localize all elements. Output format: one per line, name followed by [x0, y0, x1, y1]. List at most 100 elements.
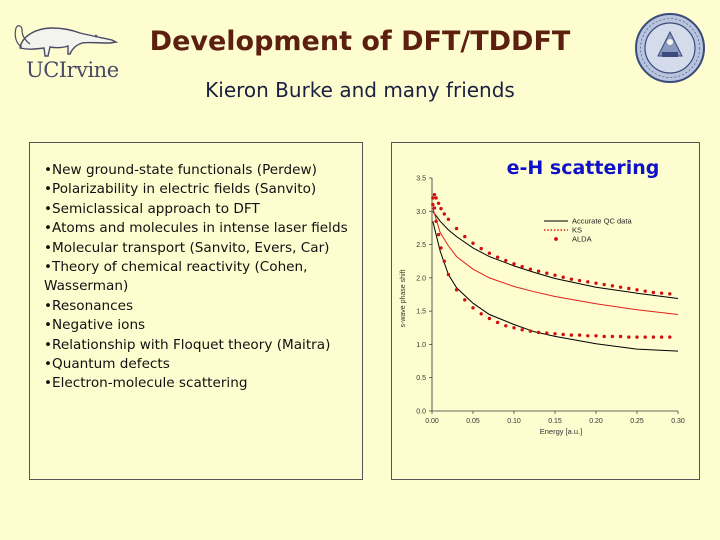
- bullet-item: •New ground-state functionals (Perdew): [44, 162, 317, 178]
- alda-data-point: [643, 335, 647, 339]
- y-axis-label: s-wave phase shift: [400, 269, 407, 327]
- y-tick-label: 3.5: [416, 176, 426, 183]
- x-tick-label: 0.25: [630, 418, 644, 425]
- alda-data-point: [495, 255, 500, 259]
- chart-title: e-H scattering: [506, 157, 660, 179]
- alda-data-point: [487, 316, 492, 321]
- alda-data-point: [586, 280, 590, 284]
- alda-data-point: [627, 286, 631, 291]
- bullet-list-panel: •New ground-state functionals (Perdew) •…: [29, 142, 363, 480]
- alda-data-point: [434, 219, 438, 223]
- alda-data-point: [668, 292, 672, 296]
- y-tick-label: 2.0: [416, 275, 426, 282]
- y-tick-label: 2.5: [416, 242, 426, 249]
- alda-data-point: [431, 196, 435, 200]
- y-tick-label: 0.0: [416, 409, 426, 416]
- alda-data-point: [434, 196, 438, 200]
- alda-data-point: [520, 264, 524, 269]
- bullet-item: •Negative ions: [44, 317, 146, 334]
- alda-data-point: [431, 202, 435, 207]
- alda-data-point: [569, 277, 574, 281]
- alda-data-point: [512, 326, 516, 330]
- alda-data-point: [594, 281, 598, 285]
- alda-data-point: [454, 288, 459, 292]
- accurate-series-line: [432, 221, 679, 352]
- y-tick-label: 3.0: [416, 209, 426, 216]
- alda-data-point: [528, 329, 533, 333]
- alda-data-point: [561, 332, 565, 337]
- alda-data-point: [577, 278, 582, 283]
- bullet-item: •Quantum defects: [44, 356, 170, 373]
- alda-data-point: [594, 334, 598, 338]
- anteater-icon: [14, 25, 119, 57]
- bullet-item: •Electron-molecule scattering: [44, 375, 248, 392]
- alda-data-point: [545, 331, 549, 335]
- alda-data-point: [436, 201, 441, 205]
- alda-data-point: [432, 192, 437, 197]
- alda-data-point: [520, 328, 524, 332]
- alda-data-point: [536, 269, 541, 273]
- alda-data-point: [504, 258, 508, 263]
- alda-data-point: [569, 333, 574, 337]
- alda-data-point: [610, 284, 615, 288]
- alda-data-point: [561, 275, 565, 279]
- alda-data-point: [651, 290, 656, 295]
- x-tick-label: 0.10: [507, 418, 521, 425]
- alda-data-point: [618, 334, 623, 339]
- alda-data-point: [545, 271, 549, 275]
- alda-data-point: [495, 320, 500, 325]
- alda-data-point: [528, 267, 533, 271]
- bullet-item: •Atoms and molecules in intense laser fi…: [44, 220, 348, 237]
- bullet-item: •Resonances: [44, 297, 134, 314]
- alda-data-point: [627, 335, 631, 339]
- legend-label: KS: [572, 226, 582, 235]
- alda-data-point: [479, 312, 483, 316]
- alda-data-point: [487, 251, 492, 255]
- alda-data-point: [439, 246, 443, 250]
- alda-data-point: [553, 273, 557, 277]
- x-tick-label: 0.00: [425, 418, 439, 425]
- alda-data-point: [610, 334, 615, 339]
- chart-panel: 0.0 0.5 1.0 1.5 2.0 2.5 3.0 3.5 0.00 0.05 0.10 0.15…: [391, 142, 700, 480]
- alda-data-point: [463, 234, 467, 239]
- ks-series-line: [432, 207, 679, 315]
- alda-data-point: [442, 212, 446, 216]
- alda-data-point: [504, 324, 508, 328]
- y-tick-label: 1.0: [416, 342, 426, 349]
- alda-data-point: [643, 289, 647, 293]
- x-axis-label: Energy [a.u.]: [540, 427, 583, 436]
- alda-data-point: [442, 259, 446, 263]
- alda-data-point: [602, 282, 606, 287]
- legend-label: ALDA: [572, 235, 592, 244]
- x-tick-label: 0.30: [671, 418, 685, 425]
- bullet-item: •Polarizability in electric fields (Sanv…: [44, 181, 317, 198]
- legend-label: Accurate QC data: [572, 217, 632, 226]
- alda-data-point: [635, 288, 639, 292]
- alda-data-point: [602, 334, 606, 339]
- x-tick-label: 0.20: [589, 418, 603, 425]
- alda-data-point: [439, 206, 443, 211]
- legend-swatch-dot: [554, 237, 558, 241]
- x-tick-label: 0.15: [548, 418, 562, 425]
- alda-data-point: [651, 335, 656, 339]
- alda-data-point: [446, 272, 451, 277]
- bullet-item: •Theory of chemical reactivity (Cohen, W…: [44, 259, 308, 295]
- alda-data-point: [471, 306, 475, 310]
- alda-data-point: [432, 206, 437, 210]
- alda-data-point: [536, 330, 541, 335]
- bullet-item: •Semiclassical approach to DFT: [44, 200, 260, 217]
- alda-data-point: [553, 332, 557, 336]
- alda-data-point: [668, 335, 672, 339]
- phase-shift-chart: 0.0 0.5 1.0 1.5 2.0 2.5 3.0 3.5 0.00 0.05 0.10 0.15…: [400, 176, 685, 437]
- accurate-series-line: [432, 211, 679, 299]
- university-seal-icon: [635, 13, 705, 83]
- alda-data-point: [618, 285, 623, 289]
- alda-data-point: [586, 334, 590, 338]
- alda-data-point: [479, 246, 483, 251]
- alda-data-point: [436, 232, 441, 237]
- alda-data-point: [463, 298, 467, 302]
- page-title: Development of DFT/TDDFT: [149, 26, 571, 57]
- bullet-item: •Relationship with Floquet theory (Maitr…: [44, 336, 331, 353]
- alda-data-point: [659, 291, 664, 295]
- uc-irvine-logo-text: UCIrvine: [26, 58, 119, 82]
